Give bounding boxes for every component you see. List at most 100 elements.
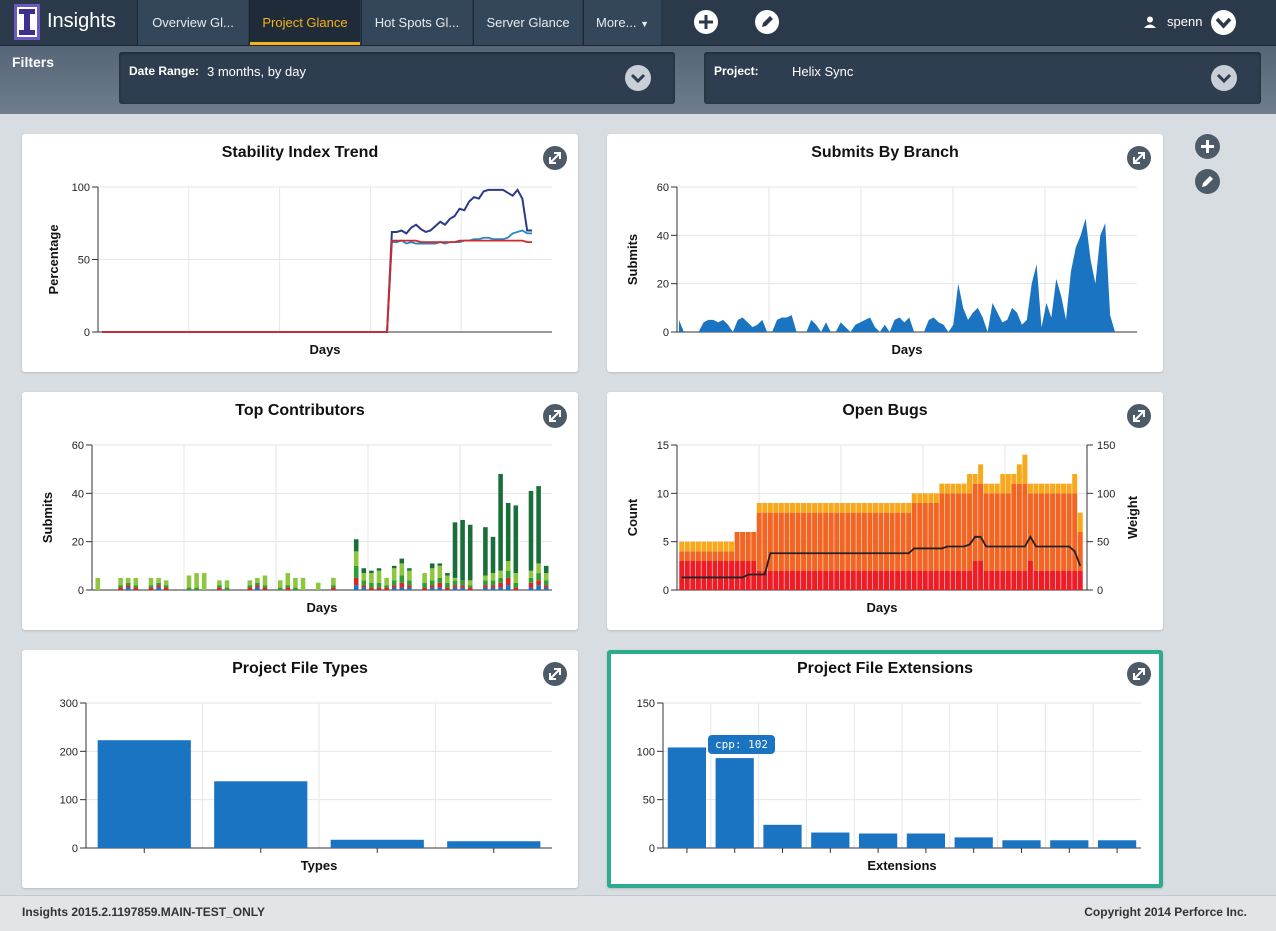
y-tick-label: 5 xyxy=(663,537,669,549)
bar-segment xyxy=(452,577,458,581)
bar-segment xyxy=(867,570,873,590)
x-axis-title: Days xyxy=(866,600,897,615)
bar-segment xyxy=(878,512,884,571)
bar xyxy=(858,833,898,848)
bar-segment xyxy=(437,577,443,583)
date-range-filter[interactable]: Date Range: 3 months, by day xyxy=(119,52,675,104)
expand-icon xyxy=(1133,152,1145,164)
bar-segment xyxy=(536,573,541,581)
bar-segment xyxy=(536,486,541,564)
bar-segment xyxy=(369,570,374,574)
bar-segment xyxy=(285,573,291,586)
add-dashboard-button[interactable] xyxy=(694,10,718,34)
date-range-key: Date Range: xyxy=(129,64,200,78)
bar-segment xyxy=(917,503,923,571)
filetypes-chart: 0 100 200 300 Types xyxy=(60,698,552,873)
bar-segment xyxy=(767,512,773,571)
y-axis-title: Count xyxy=(625,498,640,536)
expand-button[interactable] xyxy=(543,662,567,686)
bar-segment xyxy=(543,580,549,586)
bar-segment xyxy=(156,582,161,586)
bar-segment xyxy=(734,532,740,561)
bar-segment xyxy=(718,551,723,561)
edit-widgets-button[interactable] xyxy=(1195,169,1220,194)
bar xyxy=(811,832,850,848)
bar-segment xyxy=(684,551,690,561)
expand-button[interactable] xyxy=(543,146,567,170)
bar-segment xyxy=(795,512,801,571)
y-tick-label: 0 xyxy=(663,327,669,339)
bar-segment xyxy=(467,524,473,581)
expand-icon xyxy=(549,410,561,422)
bar-segment xyxy=(872,503,878,513)
bar-segment xyxy=(399,558,405,564)
bar-segment xyxy=(1000,474,1006,494)
bar-segment xyxy=(528,490,534,571)
series-line xyxy=(102,188,532,333)
bar-segment xyxy=(460,519,465,581)
copyright-text: Copyright 2014 Perforce Inc. xyxy=(1084,905,1247,919)
bar-segment xyxy=(331,585,336,588)
bar-segment xyxy=(801,570,807,590)
bar-segment xyxy=(513,505,519,574)
y-tick-label: 40 xyxy=(657,230,669,242)
bar-segment xyxy=(823,503,829,513)
y-tick-label: 20 xyxy=(72,537,84,549)
tab-server-glance[interactable]: Server Glance xyxy=(473,0,582,45)
bar-segment xyxy=(817,512,823,571)
bar-segment xyxy=(695,561,701,590)
expand-button[interactable] xyxy=(1127,662,1151,686)
bar-segment xyxy=(407,587,412,590)
bar-segment xyxy=(889,503,895,513)
bar-segment xyxy=(148,587,154,590)
contributors-chart: 0 20 40 60 Days Submits xyxy=(40,440,552,615)
bar-segment xyxy=(684,561,690,590)
chart-tooltip: cpp: 102 xyxy=(708,735,775,754)
date-range-dropdown[interactable] xyxy=(625,65,651,91)
bar-segment xyxy=(906,570,912,590)
bar-segment xyxy=(224,587,230,590)
project-dropdown[interactable] xyxy=(1211,65,1237,91)
bar xyxy=(214,781,308,848)
panel-title: Open Bugs xyxy=(842,402,928,419)
tab-overview-glance[interactable]: Overview Gl... xyxy=(137,0,248,45)
chevron-down-icon xyxy=(630,73,646,84)
tab-project-glance[interactable]: Project Glance xyxy=(249,0,360,45)
bar-segment xyxy=(163,585,169,588)
bar xyxy=(1002,840,1041,848)
bar-segment xyxy=(399,563,405,576)
bar-segment xyxy=(872,512,878,571)
tab-hot-spots-glance[interactable]: Hot Spots Gl... xyxy=(361,0,472,45)
bar-segment xyxy=(778,512,784,571)
bar-segment xyxy=(823,512,829,571)
bar-segment xyxy=(944,493,950,571)
bar-segment xyxy=(133,587,139,590)
project-filter[interactable]: Project: Helix Sync xyxy=(704,52,1261,104)
expand-button[interactable] xyxy=(1127,404,1151,428)
expand-button[interactable] xyxy=(543,404,567,428)
bar-segment xyxy=(884,503,890,513)
bar-segment xyxy=(994,493,1000,571)
bar-segment xyxy=(989,570,995,590)
edit-dashboard-button[interactable] xyxy=(755,10,779,34)
user-menu-button[interactable] xyxy=(1211,10,1236,35)
expand-button[interactable] xyxy=(1127,146,1151,170)
bar-segment xyxy=(789,503,795,513)
bar-segment xyxy=(718,561,723,590)
bar-segment xyxy=(353,551,359,566)
bar-segment xyxy=(718,541,723,552)
bar-segment xyxy=(361,585,367,588)
bar-segment xyxy=(806,570,812,590)
bar-segment xyxy=(867,503,873,513)
bar-segment xyxy=(391,568,397,581)
bar-segment xyxy=(460,587,465,590)
bar-segment xyxy=(690,541,696,552)
bar-segment xyxy=(399,587,405,590)
bar-segment xyxy=(867,512,873,571)
tab-more[interactable]: More... ▼ xyxy=(583,0,661,45)
bar-segment xyxy=(277,580,283,588)
bar-segment xyxy=(224,580,230,588)
y2-tick-label: 50 xyxy=(1097,537,1109,549)
bar-segment xyxy=(978,464,984,484)
add-widget-button[interactable] xyxy=(1195,134,1220,159)
